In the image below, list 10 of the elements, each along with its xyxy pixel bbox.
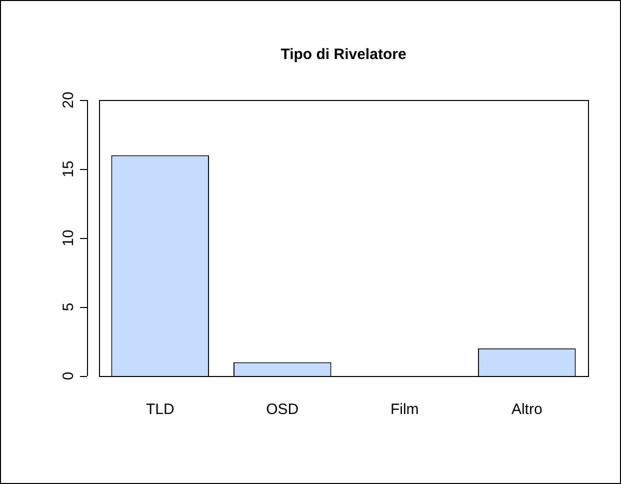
- y-tick-label: 5: [60, 302, 78, 312]
- y-tick-label: 20: [60, 92, 78, 108]
- y-tick-label: 15: [60, 160, 78, 178]
- y-tick-label: 0: [60, 372, 78, 380]
- x-tick-label: TLD: [146, 401, 174, 418]
- x-tick-label: Altro: [511, 401, 542, 418]
- y-tick-label: 10: [60, 230, 78, 246]
- chart-title: Tipo di Rivelatore: [280, 46, 406, 64]
- x-tick-label: OSD: [266, 401, 299, 418]
- x-tick-label: Film: [390, 401, 419, 418]
